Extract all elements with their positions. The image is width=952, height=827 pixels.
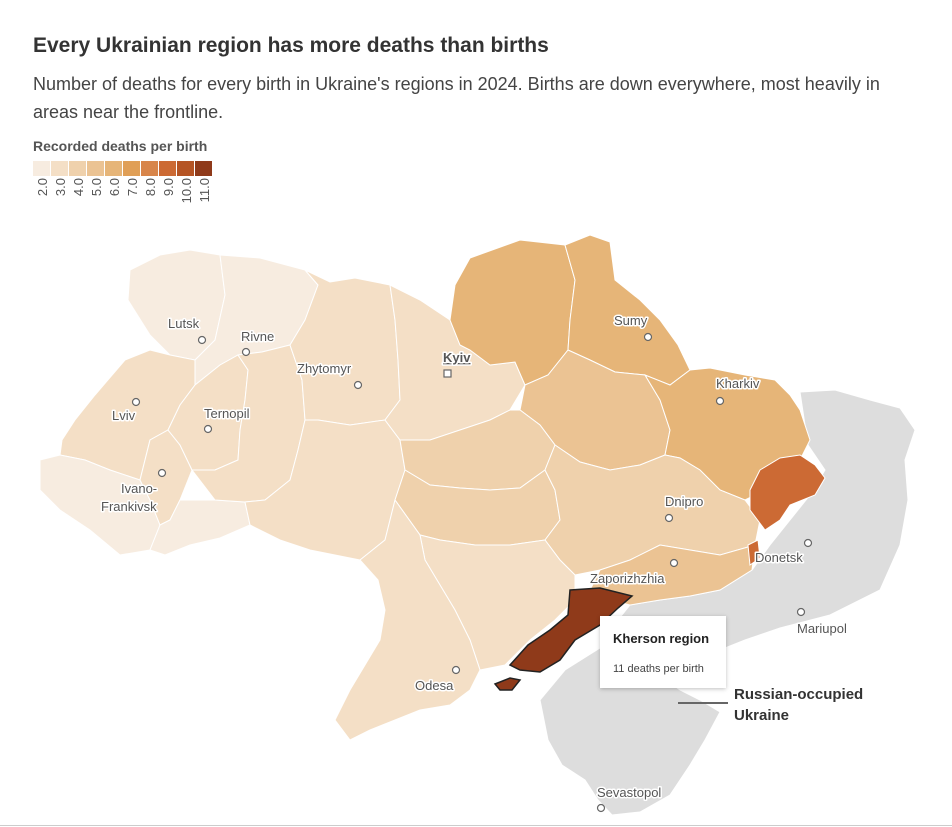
city-marker-odesa <box>453 667 460 674</box>
legend-tick-label: 3.0 <box>54 178 68 196</box>
city-label: Ivano- <box>121 481 157 496</box>
city-marker-kharkiv <box>717 398 724 405</box>
city-label: Sumy <box>614 313 648 328</box>
ukraine-map: Lutsk Rivne Zhytomyr Kyiv Sumy Kharkiv L… <box>0 220 952 825</box>
page-title: Every Ukrainian region has more deaths t… <box>33 34 549 58</box>
city-label: Zaporizhzhia <box>590 571 665 586</box>
city-label: Mariupol <box>797 621 847 636</box>
city-marker-lviv <box>133 399 140 406</box>
legend-swatch <box>195 161 212 176</box>
city-marker-ternopil <box>205 426 212 433</box>
annotation-line: occupied <box>797 686 863 703</box>
city-marker-kyiv <box>444 370 451 377</box>
city-label: Frankivsk <box>101 499 157 514</box>
city-marker-mariupol <box>798 609 805 616</box>
legend-swatch <box>51 161 68 176</box>
bottom-divider <box>0 825 952 826</box>
legend-tick-label: 4.0 <box>72 178 86 196</box>
city-marker-sumy <box>645 334 652 341</box>
city-label: Kyiv <box>443 350 471 365</box>
city-label: Zhytomyr <box>297 361 352 376</box>
city-label: Ternopil <box>204 406 250 421</box>
city-marker-donetsk <box>805 540 812 547</box>
legend-tick-label: 8.0 <box>144 178 158 196</box>
city-label: Kharkiv <box>716 376 760 391</box>
city-marker-dnipro <box>666 515 673 522</box>
legend-swatch <box>123 161 140 176</box>
annotation-leader-line <box>678 702 728 704</box>
legend-ticks: 2.0 3.0 4.0 5.0 6.0 7.0 8.0 9.0 10.0 11.… <box>33 178 213 208</box>
tooltip-title: Kherson region <box>613 631 709 646</box>
annotation-line: Ukraine <box>734 707 789 724</box>
region-kherson-spit <box>495 678 520 690</box>
city-marker-sevastopol <box>598 805 605 812</box>
legend-tick-label: 5.0 <box>90 178 104 196</box>
city-label: Rivne <box>241 329 274 344</box>
city-label: Dnipro <box>665 494 703 509</box>
legend-tick-label: 7.0 <box>126 178 140 196</box>
legend-swatch <box>159 161 176 176</box>
legend-swatch <box>87 161 104 176</box>
city-marker-ivano-frankivsk <box>159 470 166 477</box>
occupied-annotation: Russian-occupied Ukraine <box>734 684 863 726</box>
subtitle: Number of deaths for every birth in Ukra… <box>33 70 923 126</box>
legend-swatch <box>105 161 122 176</box>
legend-swatches <box>33 161 213 176</box>
legend-tick-label: 9.0 <box>162 178 176 196</box>
city-marker-lutsk <box>199 337 206 344</box>
city-label: Donetsk <box>755 550 803 565</box>
legend-swatch <box>177 161 194 176</box>
legend-title: Recorded deaths per birth <box>33 138 207 154</box>
annotation-line: Russian- <box>734 686 797 703</box>
city-marker-zaporizhzhia <box>671 560 678 567</box>
legend-tick-label: 10.0 <box>180 178 194 203</box>
city-marker-rivne <box>243 349 250 356</box>
city-label: Lviv <box>112 408 136 423</box>
city-label: Sevastopol <box>597 785 661 800</box>
legend-swatch <box>69 161 86 176</box>
city-marker-zhytomyr <box>355 382 362 389</box>
region-volyn <box>128 250 225 360</box>
legend-tick-label: 2.0 <box>36 178 50 196</box>
city-label: Odesa <box>415 678 454 693</box>
legend-tick-label: 6.0 <box>108 178 122 196</box>
tooltip-value: 11 deaths per birth <box>613 663 704 675</box>
city-label: Lutsk <box>168 316 200 331</box>
legend-tick-label: 11.0 <box>198 178 212 202</box>
legend-swatch <box>141 161 158 176</box>
region-tooltip: Kherson region 11 deaths per birth <box>600 616 726 688</box>
legend-swatch <box>33 161 50 176</box>
